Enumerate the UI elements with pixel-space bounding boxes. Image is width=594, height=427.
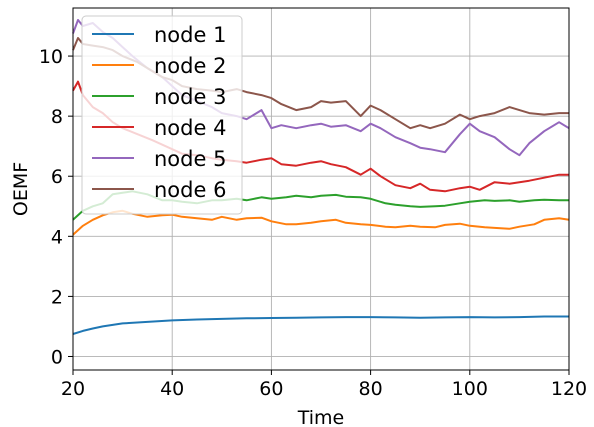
y-tick-label: 6 [51, 166, 63, 188]
x-axis-ticks: 20 40 60 80 100 120 [61, 370, 587, 400]
legend-label-2: node 2 [154, 54, 226, 78]
y-tick-label: 2 [51, 286, 63, 308]
y-axis-ticks: 0 2 4 6 8 10 [39, 46, 73, 368]
legend-label-5: node 5 [154, 147, 226, 171]
x-tick-label: 40 [160, 378, 184, 400]
y-axis-label: OEMF [10, 162, 32, 216]
legend-label-1: node 1 [154, 23, 226, 47]
legend: node 1 node 2 node 3 node 4 node 5 node 6 [81, 15, 243, 215]
x-tick-label: 100 [452, 378, 488, 400]
series-line-1 [72, 315, 569, 335]
x-tick-label: 20 [61, 378, 85, 400]
y-tick-label: 4 [51, 226, 63, 248]
legend-label-3: node 3 [154, 85, 226, 109]
y-tick-label: 0 [51, 346, 63, 368]
series-line-2 [72, 209, 570, 236]
y-tick-label: 10 [39, 46, 63, 68]
legend-label-6: node 6 [154, 178, 226, 202]
x-tick-label: 60 [259, 378, 283, 400]
x-axis-label: Time [297, 407, 345, 427]
legend-label-4: node 4 [154, 116, 226, 140]
x-tick-label: 80 [359, 378, 383, 400]
plot-frame [72, 7, 570, 371]
x-tick-label: 120 [551, 378, 587, 400]
y-tick-label: 8 [51, 106, 63, 128]
